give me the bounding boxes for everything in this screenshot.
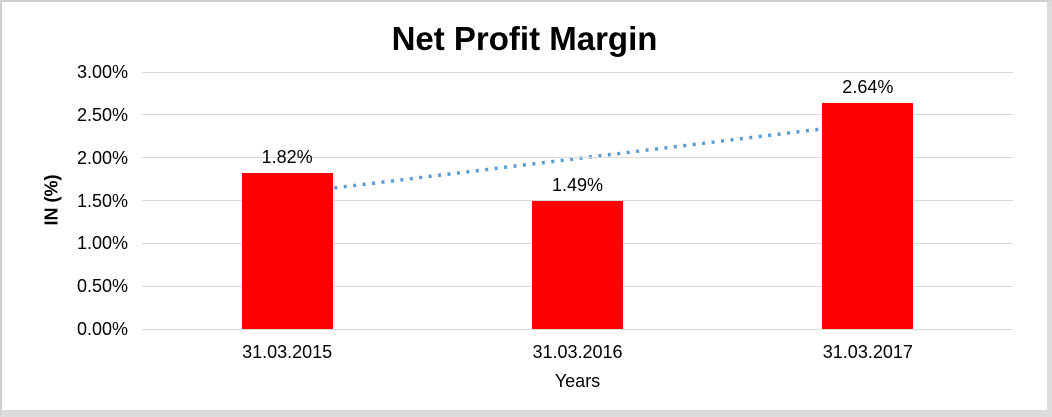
y-tick-label: 0.50%: [76, 276, 128, 297]
y-tick-label: 0.00%: [76, 319, 128, 339]
bar-data-label: 1.49%: [551, 175, 604, 196]
y-tick-label: 1.50%: [76, 190, 128, 211]
y-tick-label: 1.00%: [76, 233, 128, 254]
x-tick-label: 31.03.2016: [532, 342, 623, 362]
plot-area: 1.82% 1.49% 2.64%: [142, 71, 1013, 330]
x-tick-label: 31.03.2017: [822, 342, 913, 362]
bar-data-label: 1.82%: [261, 147, 313, 168]
x-axis-title: Years: [554, 371, 601, 391]
gridline: [142, 71, 1013, 73]
bar: [822, 102, 914, 329]
gridline: [142, 200, 1013, 201]
bar-data-label: 2.64%: [842, 76, 894, 97]
gridline: [142, 157, 1013, 159]
y-tick-label: 3.00%: [76, 62, 128, 82]
chart-title: Net Profit Margin: [391, 20, 658, 57]
gridline: [142, 328, 1013, 330]
bar: [241, 173, 333, 329]
bar: [532, 201, 623, 329]
x-tick-label: 31.03.2015: [242, 342, 333, 362]
gridline: [142, 114, 1013, 116]
y-tick-label: 2.50%: [76, 104, 128, 125]
y-tick-label: 2.00%: [76, 147, 128, 168]
